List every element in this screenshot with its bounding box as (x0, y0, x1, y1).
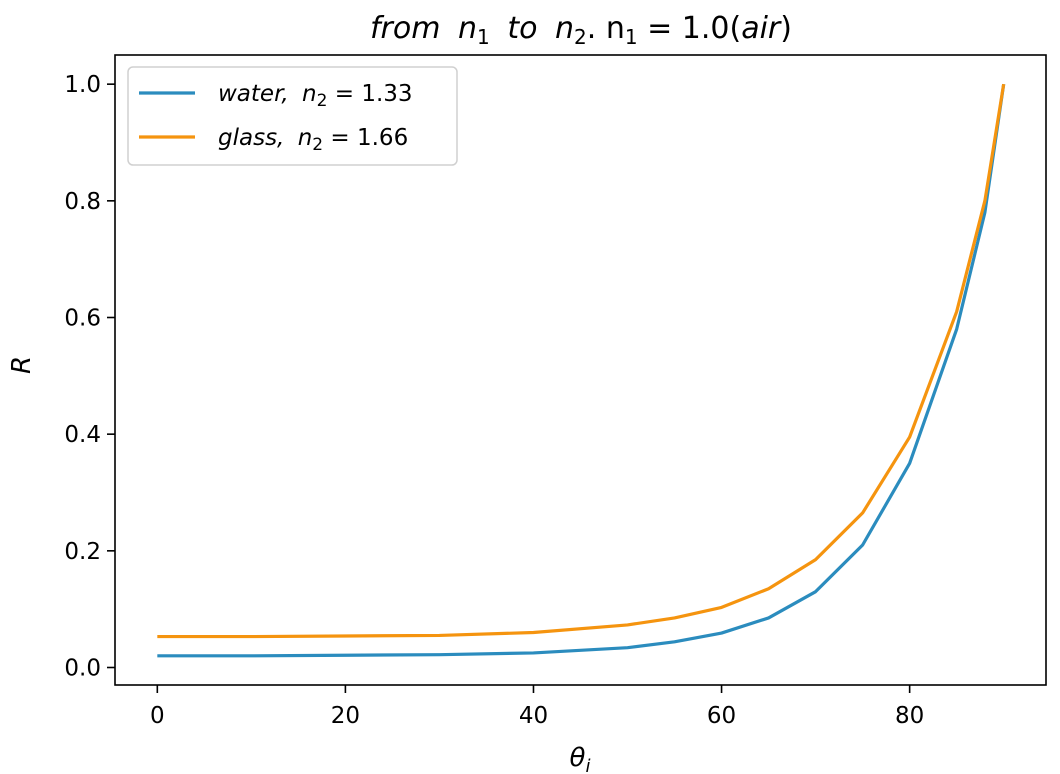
y-axis-ticks: 0.0 0.2 0.4 0.6 0.8 1.0 (64, 72, 115, 682)
series-line-glass (157, 83, 1006, 639)
x-axis-label: θi (570, 743, 591, 774)
series-line-water (157, 83, 1006, 658)
legend-entry-water: water, n2 = 1.33 (218, 81, 413, 111)
y-tick-label: 0.4 (64, 422, 101, 448)
legend: water, n2 = 1.33 glass, n2 = 1.66 (127, 66, 458, 166)
y-tick-label: 0.2 (64, 539, 101, 565)
x-tick-label: 80 (895, 703, 924, 729)
x-axis-ticks: 0 20 40 60 80 (150, 685, 924, 729)
y-axis-label: R (7, 356, 37, 374)
legend-box (127, 66, 458, 166)
x-tick-label: 0 (150, 703, 165, 729)
legend-entry-glass: glass, n2 = 1.66 (218, 125, 408, 155)
y-tick-label: 0.0 (64, 656, 101, 682)
y-tick-label: 1.0 (64, 72, 101, 98)
x-tick-label: 20 (331, 703, 360, 729)
chart-title: from n1 to n2. n1 = 1.0(air) (370, 11, 792, 52)
plot-frame (114, 54, 1047, 686)
y-tick-label: 0.6 (64, 306, 101, 332)
y-tick-label: 0.8 (64, 189, 101, 215)
series-lines (157, 83, 1006, 658)
x-tick-label: 40 (519, 703, 548, 729)
x-tick-label: 60 (707, 703, 736, 729)
